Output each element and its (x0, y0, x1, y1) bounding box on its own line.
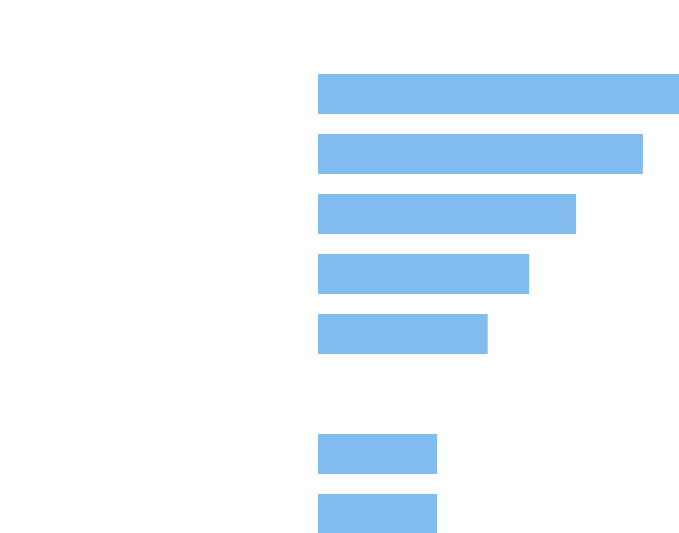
bar-7 (318, 434, 438, 474)
bar-4 (318, 254, 530, 294)
bar-5 (318, 314, 488, 354)
bar-1 (318, 74, 679, 114)
bar-8 (318, 494, 438, 533)
bar-3 (318, 194, 577, 234)
bar-2 (318, 134, 643, 174)
